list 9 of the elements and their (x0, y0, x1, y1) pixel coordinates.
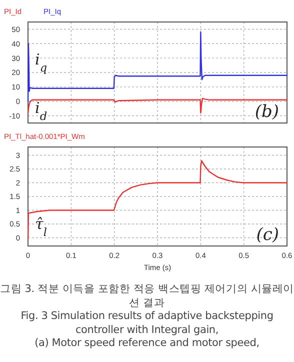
annotation: (c) (256, 225, 279, 245)
annotation: i$_{d}$ (35, 98, 48, 122)
text: (a) Motor speed reference and motor speed, (34, 337, 260, 350)
annotation: (b) (254, 102, 279, 122)
caption: 그림 3. 적분 이득을 포함한 적응 백스텝핑 제어기의 시뮬레이션 결과 (0, 283, 294, 310)
line-series (27, 32, 288, 102)
annotation: i$_{q}$ (35, 50, 48, 74)
annotation: τ̂$_{l}$ (35, 215, 48, 239)
caption: Fig. 3 Simulation results of adaptive backstepping controller with Integral gain, (20, 310, 274, 337)
